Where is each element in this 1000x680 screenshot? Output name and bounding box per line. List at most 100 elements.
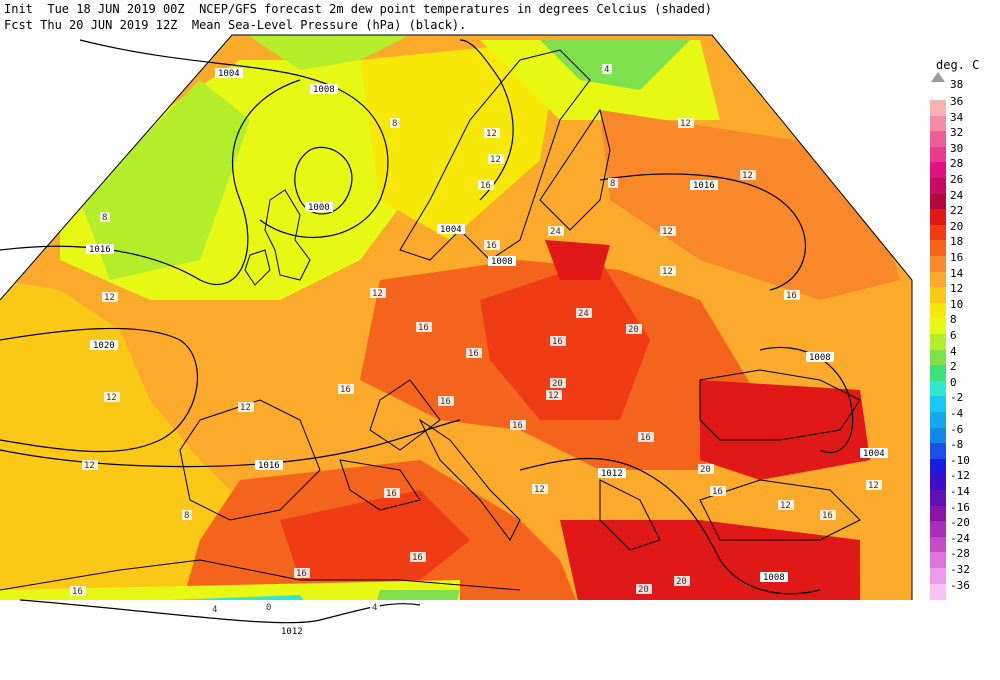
legend-top-label: 38 xyxy=(950,78,964,91)
dewpoint-label: 16 xyxy=(410,552,426,563)
svg-text:1012: 1012 xyxy=(601,469,623,479)
legend-swatch xyxy=(930,521,946,538)
legend-label: -36 xyxy=(950,578,970,592)
svg-text:16: 16 xyxy=(480,181,491,191)
svg-text:12: 12 xyxy=(742,171,753,181)
isobar-label: 1016 xyxy=(86,244,114,255)
dewpoint-label: 4 xyxy=(370,602,380,613)
dewpoint-label: 20 xyxy=(636,584,652,595)
dewpoint-label: 24 xyxy=(548,226,564,237)
legend-label: 12 xyxy=(950,282,964,296)
legend-label: 36 xyxy=(950,95,964,108)
dewpoint-label: 16 xyxy=(294,568,310,579)
header-line-2: Fcst Thu 20 JUN 2019 12Z Mean Sea-Level … xyxy=(4,18,467,32)
dewpoint-label: 4 xyxy=(602,64,612,75)
legend-up-arrow-icon xyxy=(931,72,945,82)
legend-swatch xyxy=(930,115,946,132)
dewpoint-label: 16 xyxy=(510,420,526,431)
legend-label: -14 xyxy=(950,485,970,498)
legend-swatch xyxy=(930,380,946,397)
dewpoint-label: 12 xyxy=(778,500,794,511)
dewpoint-label: 12 xyxy=(104,392,120,403)
legend-label: -6 xyxy=(950,422,964,436)
svg-text:16: 16 xyxy=(418,323,429,333)
svg-text:12: 12 xyxy=(534,485,545,495)
legend-label: 30 xyxy=(950,141,964,155)
legend-label: 24 xyxy=(950,188,964,202)
dewpoint-label: 12 xyxy=(488,154,504,165)
dewpoint-label: 12 xyxy=(678,118,694,129)
svg-text:20: 20 xyxy=(676,577,687,587)
svg-text:8: 8 xyxy=(102,213,107,223)
legend-label: 32 xyxy=(950,126,964,140)
legend-swatch xyxy=(930,146,946,163)
svg-text:1008: 1008 xyxy=(763,573,785,583)
dewpoint-label: 16 xyxy=(784,290,800,301)
isobar-label: 1020 xyxy=(90,340,118,351)
dewpoint-label: 20 xyxy=(550,378,566,389)
dewpoint-label: 20 xyxy=(626,324,642,335)
legend-title: deg. C xyxy=(936,58,980,72)
svg-text:24: 24 xyxy=(578,309,589,319)
isobar-label: 1012 xyxy=(598,468,626,479)
shaded-field xyxy=(0,35,912,600)
svg-text:16: 16 xyxy=(640,433,651,443)
legend-swatch xyxy=(930,256,946,272)
dewpoint-label: 12 xyxy=(740,170,756,181)
legend-label: 34 xyxy=(950,110,964,124)
dewpoint-label: 12 xyxy=(866,480,882,491)
legend-label: 22 xyxy=(950,204,964,218)
legend-swatch xyxy=(930,443,946,460)
svg-text:16: 16 xyxy=(486,241,497,251)
isobar-label: 1008 xyxy=(488,256,516,267)
dewpoint-label: 16 xyxy=(384,488,400,499)
legend-swatch xyxy=(930,240,946,257)
dewpoint-label: 0 xyxy=(264,602,274,613)
legend-label: -2 xyxy=(950,391,964,405)
svg-text:20: 20 xyxy=(628,325,639,335)
legend-swatch xyxy=(930,131,946,148)
svg-text:8: 8 xyxy=(184,511,189,521)
legend-swatch xyxy=(930,178,946,194)
svg-text:16: 16 xyxy=(468,349,479,359)
dewpoint-label: 16 xyxy=(338,384,354,395)
svg-text:12: 12 xyxy=(662,227,673,237)
dewpoint-label: 16 xyxy=(820,510,836,521)
svg-text:16: 16 xyxy=(412,553,423,563)
legend-label: -12 xyxy=(950,469,970,483)
isobar-label: 1004 xyxy=(0,0,22,3)
domain-outline xyxy=(0,34,913,600)
svg-text:0: 0 xyxy=(266,603,271,613)
legend-label: -4 xyxy=(950,407,964,420)
dewpoint-label: 8 xyxy=(608,178,618,189)
dewpoint-label: 20 xyxy=(674,576,690,587)
svg-text:1008: 1008 xyxy=(491,257,513,267)
svg-text:16: 16 xyxy=(296,569,307,579)
svg-text:12: 12 xyxy=(240,403,251,413)
svg-text:1008: 1008 xyxy=(809,353,831,363)
isobar-label: 1016 xyxy=(255,460,283,471)
svg-text:16: 16 xyxy=(512,421,523,431)
isobar-label-group: 1004 1008 1004 1000 1004 1008 1016 1016 … xyxy=(0,0,888,637)
legend-swatch xyxy=(930,193,946,210)
svg-text:16: 16 xyxy=(712,487,723,497)
dewpoint-label: 12 xyxy=(532,484,548,495)
dewpoint-label: 8 xyxy=(182,510,192,521)
legend-label: 6 xyxy=(950,329,957,342)
dewpoint-label: 12 xyxy=(660,266,676,277)
dewpoint-label: 8 xyxy=(100,212,110,223)
svg-text:12: 12 xyxy=(486,129,497,139)
legend-swatch xyxy=(930,224,946,241)
legend-label: 26 xyxy=(950,173,964,186)
svg-text:12: 12 xyxy=(780,501,791,511)
legend-label: -32 xyxy=(950,563,970,576)
legend-swatch xyxy=(930,349,946,366)
dewpoint-label: 12 xyxy=(660,226,676,237)
isobar-label: 1012 xyxy=(278,626,306,637)
dewpoint-label: 12 xyxy=(102,292,118,303)
svg-text:1004: 1004 xyxy=(440,225,462,235)
legend-label: 0 xyxy=(950,375,957,389)
svg-text:4: 4 xyxy=(372,603,377,613)
dewpoint-label: 16 xyxy=(478,180,494,191)
legend-swatch xyxy=(930,490,946,506)
